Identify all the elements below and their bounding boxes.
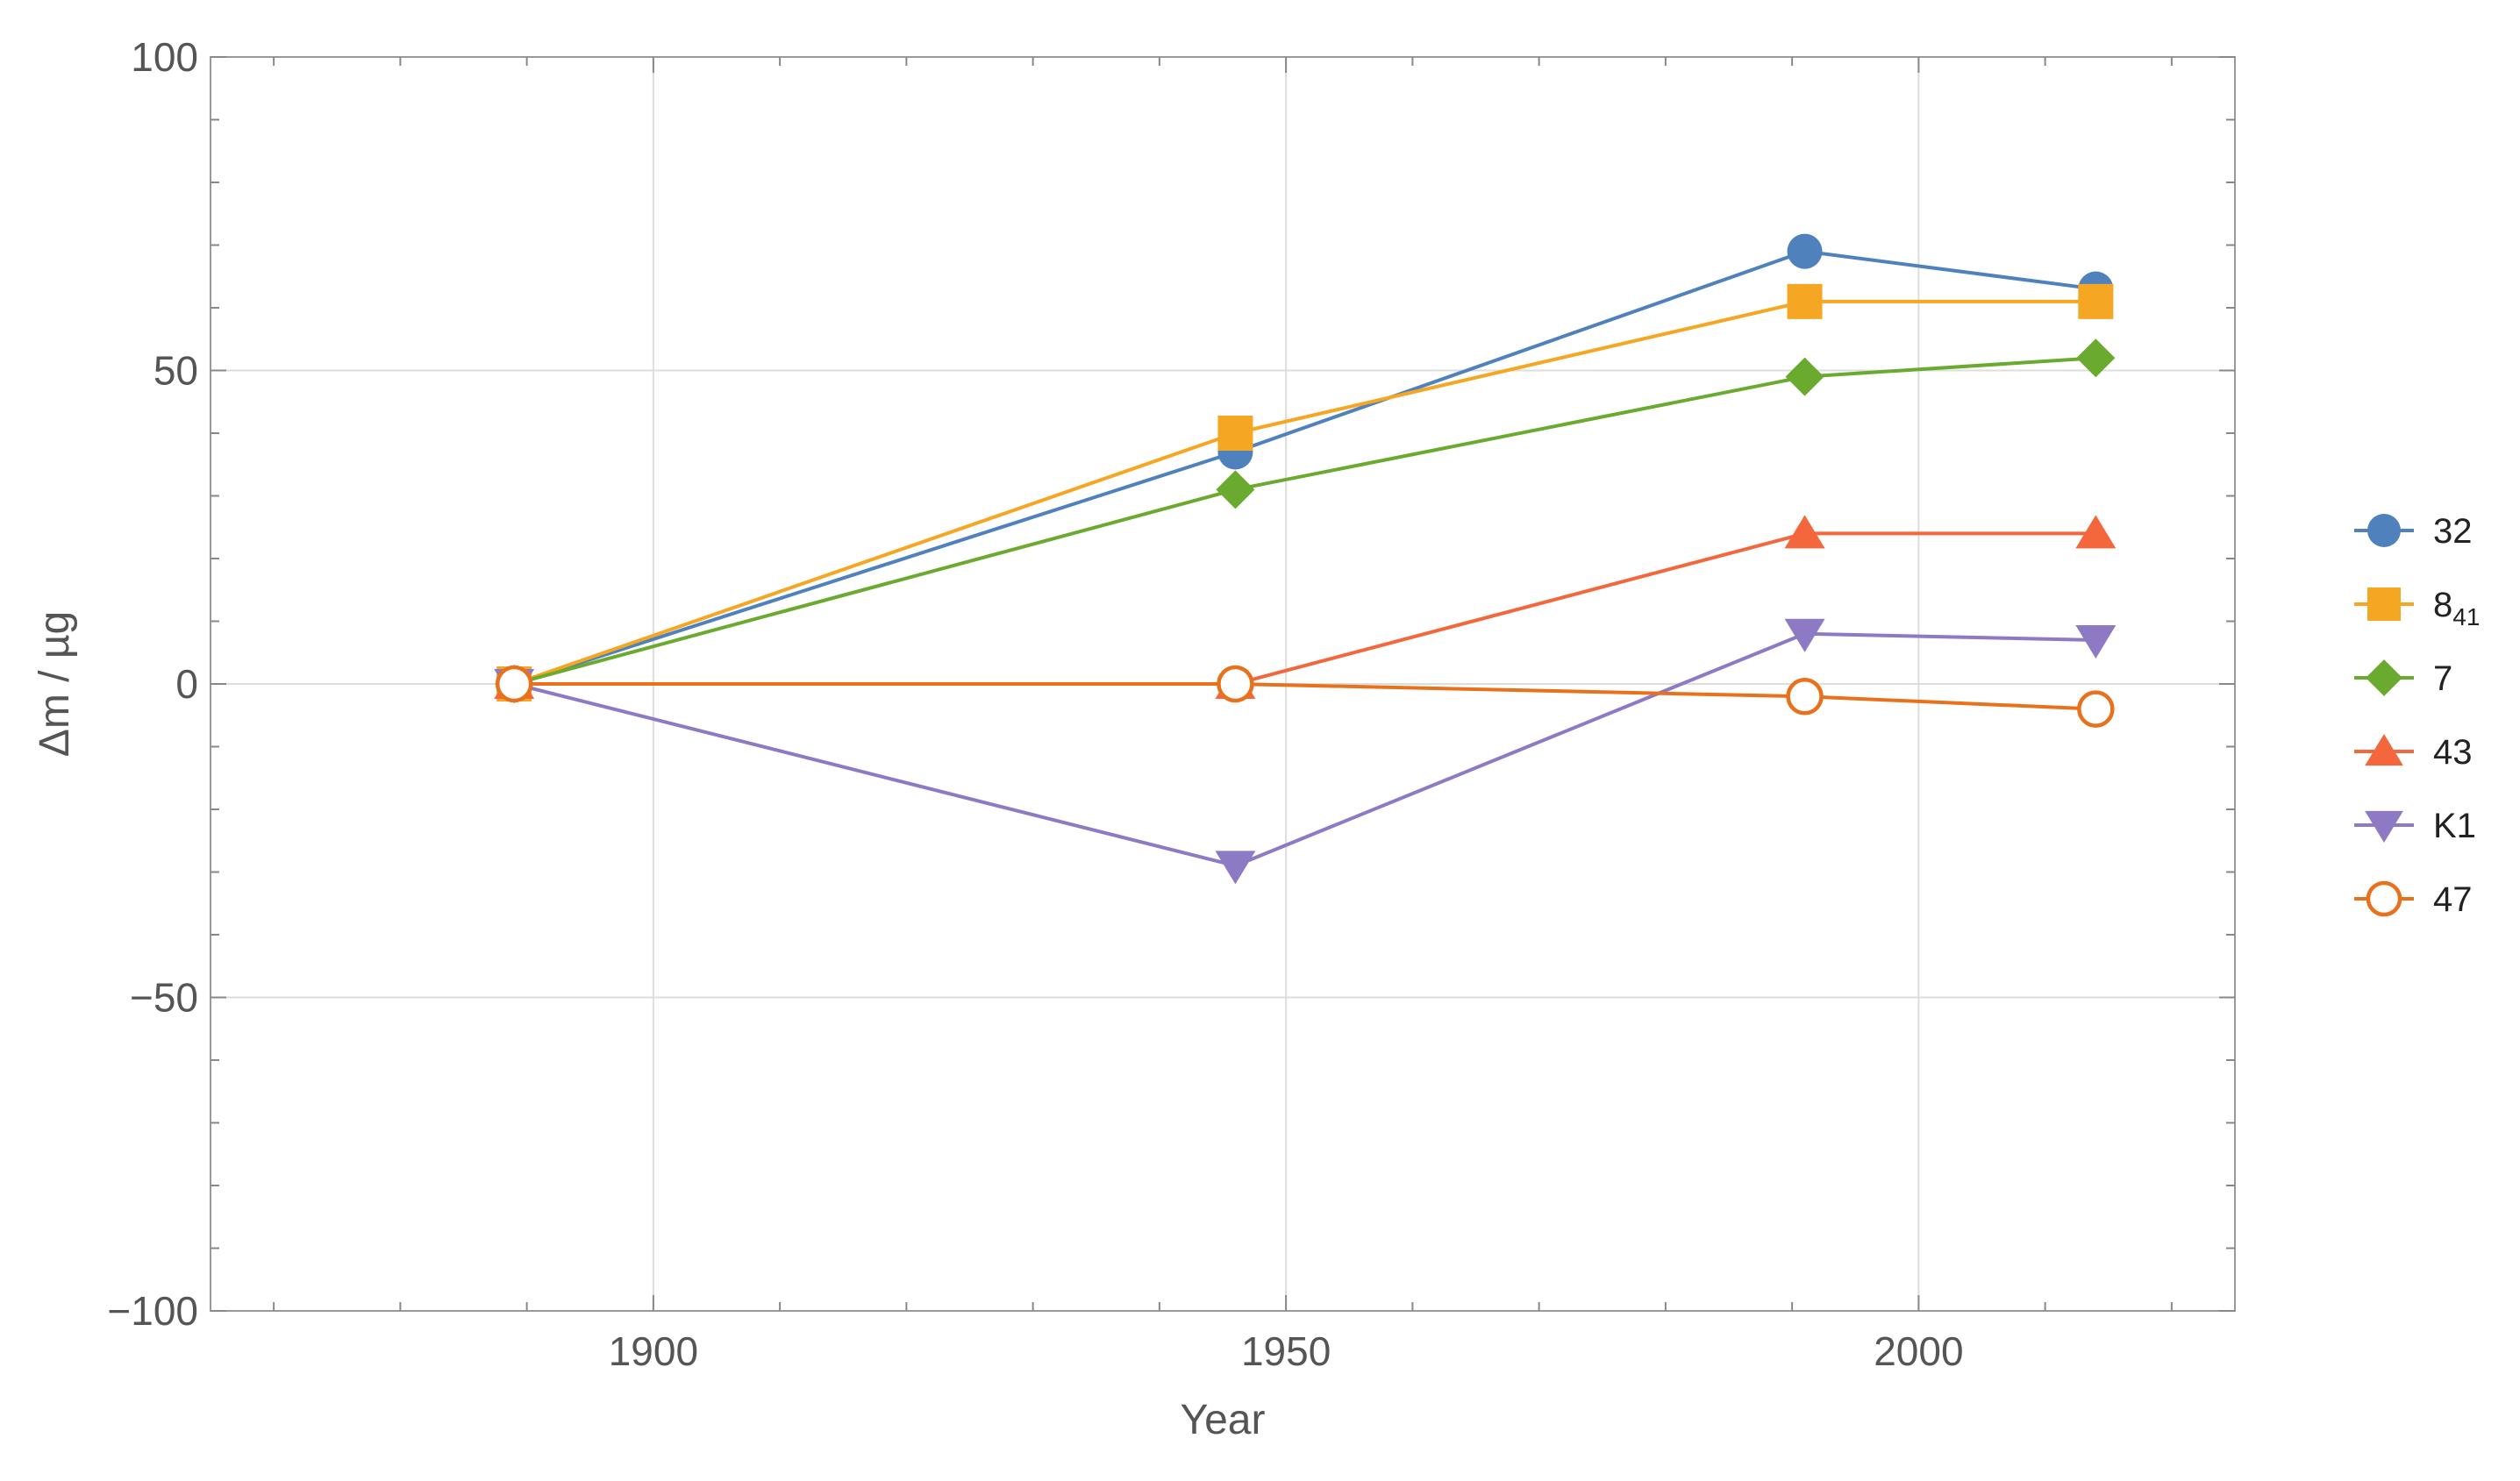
data-point xyxy=(1785,357,1824,396)
legend-label: 841 xyxy=(2433,586,2480,630)
series-line xyxy=(513,631,2096,868)
legend-label-main: 32 xyxy=(2433,512,2473,551)
data-point xyxy=(1216,470,1255,509)
x-axis-label: Year xyxy=(1181,1397,1266,1443)
legend-label-main: 7 xyxy=(2433,659,2452,698)
legend-label: 47 xyxy=(2433,880,2473,919)
x-tick-labels: 1900 1950 2000 xyxy=(609,1328,1964,1374)
data-point xyxy=(495,665,533,703)
y-tick-label: 50 xyxy=(153,348,198,394)
y-tick-labels: −100 −50 0 50 100 xyxy=(107,34,198,1334)
data-point xyxy=(2367,514,2401,547)
legend-label: K1 xyxy=(2433,807,2476,845)
series-group xyxy=(494,233,2117,885)
x-tick-label: 1950 xyxy=(1241,1328,1331,1374)
legend-item-32: 32 xyxy=(2354,512,2473,551)
data-point xyxy=(2365,810,2403,843)
x-tick-label: 1900 xyxy=(609,1328,698,1374)
data-point xyxy=(2075,515,2117,549)
axis-ticks xyxy=(211,56,2235,1312)
series-32 xyxy=(496,233,2114,701)
legend-label: 7 xyxy=(2433,659,2452,698)
data-point xyxy=(1787,283,1823,319)
legend-item-841: 841 xyxy=(2354,586,2480,630)
legend-item-47: 47 xyxy=(2354,880,2473,919)
legend-label-main: K1 xyxy=(2433,807,2476,845)
y-tick-label: 100 xyxy=(131,34,198,80)
series-line xyxy=(513,356,2096,686)
legend-item-K1: K1 xyxy=(2354,807,2476,845)
data-point xyxy=(2365,734,2403,766)
data-point xyxy=(1215,851,1256,885)
y-tick-label: −100 xyxy=(107,1288,198,1334)
data-point xyxy=(2366,659,2402,696)
data-point xyxy=(2075,624,2117,659)
series-841 xyxy=(496,283,2114,701)
data-point xyxy=(1784,515,1825,549)
data-point xyxy=(1217,665,1254,703)
legend-label-subscript: 41 xyxy=(2452,603,2480,630)
legend-label-main: 43 xyxy=(2433,733,2473,772)
legend-item-43: 43 xyxy=(2354,733,2473,772)
data-point xyxy=(2078,283,2114,319)
data-point xyxy=(2367,587,2401,621)
data-point xyxy=(2077,690,2115,728)
series-K1 xyxy=(494,618,2117,885)
legend-label-main: 8 xyxy=(2433,586,2452,624)
series-line xyxy=(513,299,2096,686)
data-point xyxy=(1217,416,1253,451)
legend-label-main: 47 xyxy=(2433,880,2473,919)
data-point xyxy=(1786,678,1824,716)
y-tick-label: −50 xyxy=(130,975,198,1021)
legend: 32 841 7 43 K1 47 xyxy=(2354,512,2480,919)
series-line xyxy=(514,682,2096,711)
series-47 xyxy=(495,665,2115,728)
legend-item-7: 7 xyxy=(2354,659,2452,698)
series-7 xyxy=(495,338,2116,703)
data-point xyxy=(1784,618,1825,652)
data-point xyxy=(2076,338,2116,378)
legend-label: 43 xyxy=(2433,733,2473,772)
y-tick-label: 0 xyxy=(175,661,198,707)
series-line xyxy=(513,249,2096,686)
y-axis-label: Δm / µg xyxy=(32,611,78,757)
data-point xyxy=(1787,233,1823,269)
legend-label: 32 xyxy=(2433,512,2473,551)
data-point xyxy=(2366,880,2402,917)
x-tick-label: 2000 xyxy=(1874,1328,1963,1374)
